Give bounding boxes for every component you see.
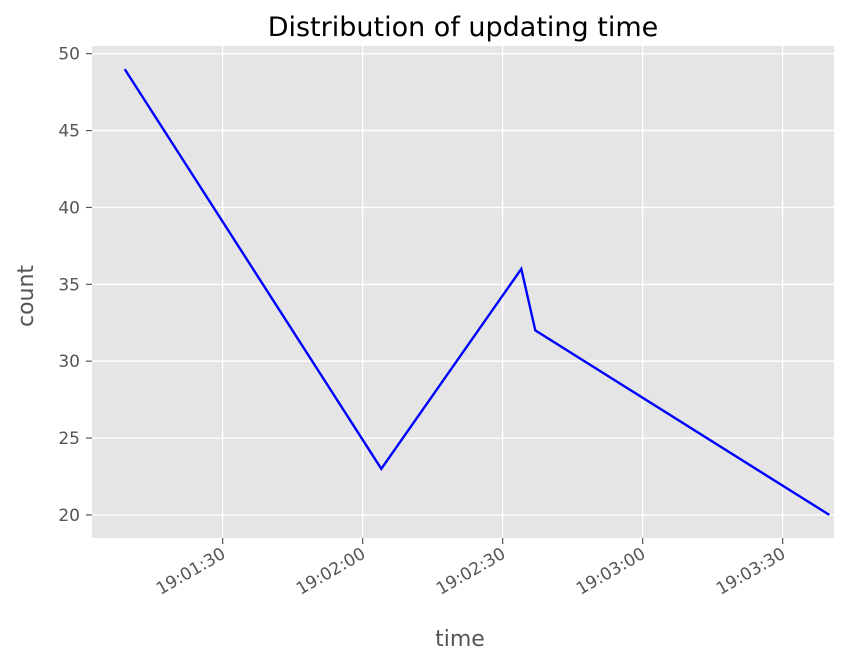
y-tick-label: 30 [58, 352, 80, 372]
y-tick-label: 25 [58, 429, 80, 449]
series-line [123, 68, 830, 516]
y-tick-label: 50 [58, 45, 80, 65]
y-tick-label: 40 [58, 198, 80, 218]
plot-area [92, 46, 834, 538]
series-layer [123, 68, 830, 516]
y-tick-label: 45 [58, 122, 80, 142]
x-axis-label: time [435, 627, 485, 652]
y-axis: 20 25 30 35 40 45 50 [58, 45, 92, 526]
grid [92, 46, 834, 538]
y-axis-label: count [14, 265, 39, 327]
chart-title: Distribution of updating time [268, 12, 659, 43]
y-tick-label: 20 [58, 506, 80, 526]
y-tick-label: 35 [58, 275, 80, 295]
